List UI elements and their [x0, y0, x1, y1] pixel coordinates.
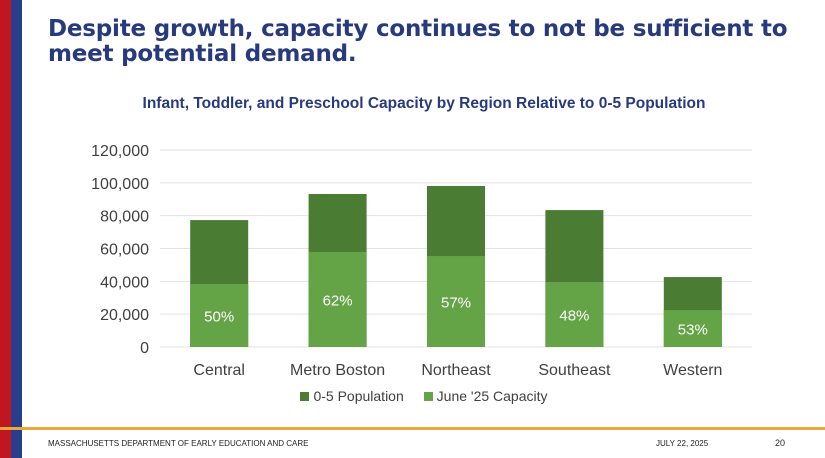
data-label: 48%	[559, 307, 589, 324]
legend-swatch-population	[300, 392, 310, 401]
slide-headline: Despite growth, capacity continues to no…	[48, 16, 788, 67]
x-tick-label: Northeast	[421, 362, 491, 379]
y-tick-label: 100,000	[91, 176, 149, 193]
bar-capacity	[545, 281, 604, 347]
footer-date: JULY 22, 2025	[656, 439, 709, 448]
footer-rule	[0, 427, 825, 430]
legend-label-population: 0-5 Population	[313, 388, 404, 404]
bar-capacity	[308, 251, 367, 347]
y-tick-label: 80,000	[100, 209, 149, 226]
data-label: 62%	[323, 292, 353, 309]
legend-item-capacity: June '25 Capacity	[423, 388, 548, 404]
chart-title: Infant, Toddler, and Preschool Capacity …	[142, 95, 706, 112]
y-tick-label: 120,000	[91, 143, 149, 160]
y-tick-label: 0	[140, 340, 149, 357]
chart-legend: 0-5 Population June '25 Capacity	[0, 388, 825, 404]
x-tick-label: Central	[193, 362, 245, 379]
bar-capacity	[190, 283, 249, 347]
data-label: 50%	[204, 308, 234, 325]
page-number: 20	[775, 438, 786, 448]
y-tick-label: 60,000	[100, 242, 149, 259]
x-tick-label: Western	[663, 362, 722, 379]
legend-swatch-capacity	[423, 392, 433, 401]
legend-label-capacity: June '25 Capacity	[436, 388, 548, 404]
bar-capacity	[663, 310, 722, 347]
legend-item-population: 0-5 Population	[300, 388, 404, 404]
data-label: 57%	[441, 295, 471, 312]
bar-capacity	[427, 256, 485, 347]
y-tick-label: 20,000	[100, 307, 149, 324]
x-tick-label: Metro Boston	[290, 362, 385, 379]
data-label: 53%	[678, 322, 708, 339]
footer-organization: MASSACHUSETTS DEPARTMENT OF EARLY EDUCAT…	[48, 439, 309, 448]
x-tick-label: Southeast	[538, 362, 611, 379]
brand-stripe-red	[0, 0, 11, 458]
y-tick-label: 40,000	[100, 274, 149, 291]
brand-stripe-blue	[11, 0, 22, 458]
